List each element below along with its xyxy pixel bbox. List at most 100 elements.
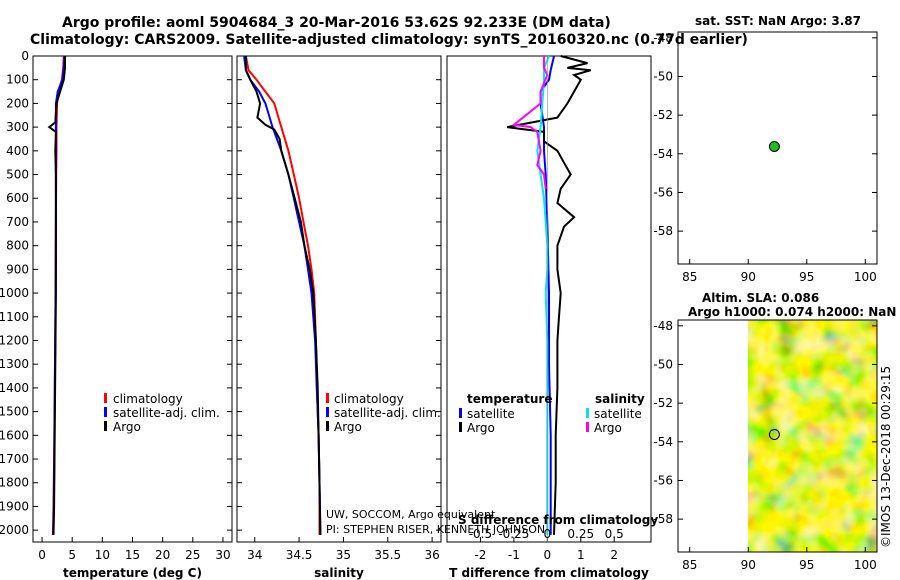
sst-map-ytick-label: -52 <box>653 108 673 122</box>
diff-legend-right-swatch <box>586 422 589 432</box>
temp-legend-label: satellite-adj. clim. <box>113 406 220 420</box>
temp-ytick-label: 1300 <box>0 357 29 371</box>
temp-ytick-label: 1800 <box>0 476 29 490</box>
sal-series-climatology <box>244 55 321 535</box>
sal-xtick-label: 36 <box>424 548 439 562</box>
sal-legend-label: Argo <box>334 420 362 434</box>
diff-s-tick-label: -0.25 <box>498 527 529 541</box>
sla-map-xtick-label: 90 <box>741 558 756 572</box>
diff-legend-title-salinity: salinity <box>595 392 645 406</box>
temp-legend-label: Argo <box>113 420 141 434</box>
diff-xlabel: T difference from climatology <box>449 566 649 580</box>
sal-xtick-label: 35.5 <box>374 548 401 562</box>
temp-xtick-label: 30 <box>215 548 230 562</box>
diff-legend-right-swatch <box>586 408 589 418</box>
sst-map-float-marker <box>768 140 780 152</box>
sal-xtick-label: 34 <box>247 548 262 562</box>
sst-map-xtick-label: 85 <box>682 270 697 284</box>
diff-series-s-argo <box>511 56 549 189</box>
sla-map-frame <box>677 319 878 553</box>
sal-frame <box>236 55 442 543</box>
temp-ytick-label: 500 <box>6 168 29 182</box>
sal-legend-label: satellite-adj. clim. <box>334 406 441 420</box>
sal-legend-swatch <box>326 393 329 403</box>
diff-legend-right-label: satellite <box>594 407 642 421</box>
temp-ytick-label: 1600 <box>0 428 29 442</box>
sla-map-ytick-label: -58 <box>653 512 673 526</box>
sal-panel: 34 34.5 35 35.5 36 salinity climatologysatelli… <box>236 55 442 580</box>
temp-ytick-label: 400 <box>6 144 29 158</box>
temp-xlabel: temperature (deg C) <box>63 566 202 580</box>
diff-legend-right-label: Argo <box>594 421 622 435</box>
temp-ytick-label: 100 <box>6 73 29 87</box>
sla-map-float-marker <box>768 428 780 440</box>
sal-series-argo <box>244 56 322 535</box>
sal-xtick-label: 34.5 <box>286 548 313 562</box>
sst-map-ytick-label: -48 <box>653 31 673 45</box>
temp-ytick-label: 300 <box>6 120 29 134</box>
temp-legend-swatch <box>104 421 107 431</box>
credit-line2: PI: STEPHEN RISER, KENNETH JOHNSON <box>326 523 545 536</box>
temp-ytick-label: 200 <box>6 96 29 110</box>
sla-map-title-line1: Altim. SLA: 0.086 <box>702 291 819 305</box>
credit-line1: UW, SOCCOM, Argo equivalent <box>326 508 496 521</box>
temp-xtick-label: 10 <box>95 548 110 562</box>
figure-title-line1: Argo profile: aoml 5904684_3 20-Mar-2016… <box>62 15 611 31</box>
diff-xtick-label: 2 <box>610 548 618 562</box>
diff-panel: -2 -1 0 1 2 T difference from climatology S di… <box>446 55 658 580</box>
sla-map-panel: 85 90 95 100 -48 -50 -52 -54 -56 -58 Altim. SLA: 0… <box>653 291 896 572</box>
temp-xtick-label: 20 <box>155 548 170 562</box>
temp-ytick-label: 1700 <box>0 452 29 466</box>
diff-legend-title-temperature: temperature <box>467 392 552 406</box>
sst-map-ytick-label: -58 <box>653 224 673 238</box>
temp-legend-label: climatology <box>113 392 183 406</box>
temp-ytick-label: 800 <box>6 239 29 253</box>
diff-series-t-argo <box>507 55 592 535</box>
diff-xtick-label: 0 <box>544 548 552 562</box>
diff-xtick-label: 1 <box>577 548 585 562</box>
temp-ytick-label: 1400 <box>0 381 29 395</box>
temp-ytick-label: 1000 <box>0 286 29 300</box>
diff-legend-left-label: satellite <box>467 407 515 421</box>
diff-top-label: S difference from climatology <box>458 513 658 527</box>
temp-xtick-label: 25 <box>185 548 200 562</box>
sst-map-xtick-label: 95 <box>799 270 814 284</box>
diff-s-tick-label: 0.5 <box>605 527 624 541</box>
temp-ytick-label: 1100 <box>0 310 29 324</box>
sla-map-field <box>748 320 877 552</box>
sla-map-ytick-label: -52 <box>653 396 673 410</box>
sla-map-title-line2: Argo h1000: 0.074 h2000: NaN <box>688 305 896 319</box>
temp-ytick-label: 700 <box>6 215 29 229</box>
diff-s-tick-label: -0.5 <box>469 527 492 541</box>
sla-map-ytick-label: -48 <box>653 319 673 333</box>
temp-ytick-label: 1900 <box>0 499 29 513</box>
imos-stamp: ©IMOS 13-Dec-2018 00:29:15 <box>879 366 893 548</box>
diff-legend-left-swatch <box>459 422 462 432</box>
sst-map-frame <box>677 31 878 265</box>
temp-ytick-label: 600 <box>6 191 29 205</box>
diff-legend-left-swatch <box>459 408 462 418</box>
sst-map-xtick-label: 100 <box>854 270 877 284</box>
temp-xtick-label: 0 <box>38 548 46 562</box>
sla-map-ytick-label: -54 <box>653 435 673 449</box>
temp-ytick-label: 2000 <box>0 523 29 537</box>
sla-map-xtick-label: 100 <box>854 558 877 572</box>
temp-xtick-label: 15 <box>125 548 140 562</box>
sla-map-xtick-label: 95 <box>799 558 814 572</box>
diff-s-tick-label: 0.25 <box>567 527 594 541</box>
sst-map-ytick-label: -56 <box>653 185 673 199</box>
sla-map-xtick-label: 85 <box>682 558 697 572</box>
sst-map-panel: 85 90 95 100 -48 -50 -52 -54 -56 -58 sat. SST: NaN… <box>653 14 878 284</box>
temp-panel: 0 5 10 15 20 25 300100200300400500600700800900… <box>0 49 233 580</box>
temp-frame <box>32 55 233 543</box>
sal-legend-swatch <box>326 407 329 417</box>
temp-ytick-label: 1500 <box>0 405 29 419</box>
sla-map-ytick-label: -56 <box>653 473 673 487</box>
temp-ytick-label: 0 <box>21 49 29 63</box>
temp-xtick-label: 5 <box>68 548 76 562</box>
sla-map-ytick-label: -50 <box>653 357 673 371</box>
temp-legend-swatch <box>104 407 107 417</box>
sst-map-xtick-label: 90 <box>741 270 756 284</box>
sst-map-title: sat. SST: NaN Argo: 3.87 <box>695 14 861 28</box>
